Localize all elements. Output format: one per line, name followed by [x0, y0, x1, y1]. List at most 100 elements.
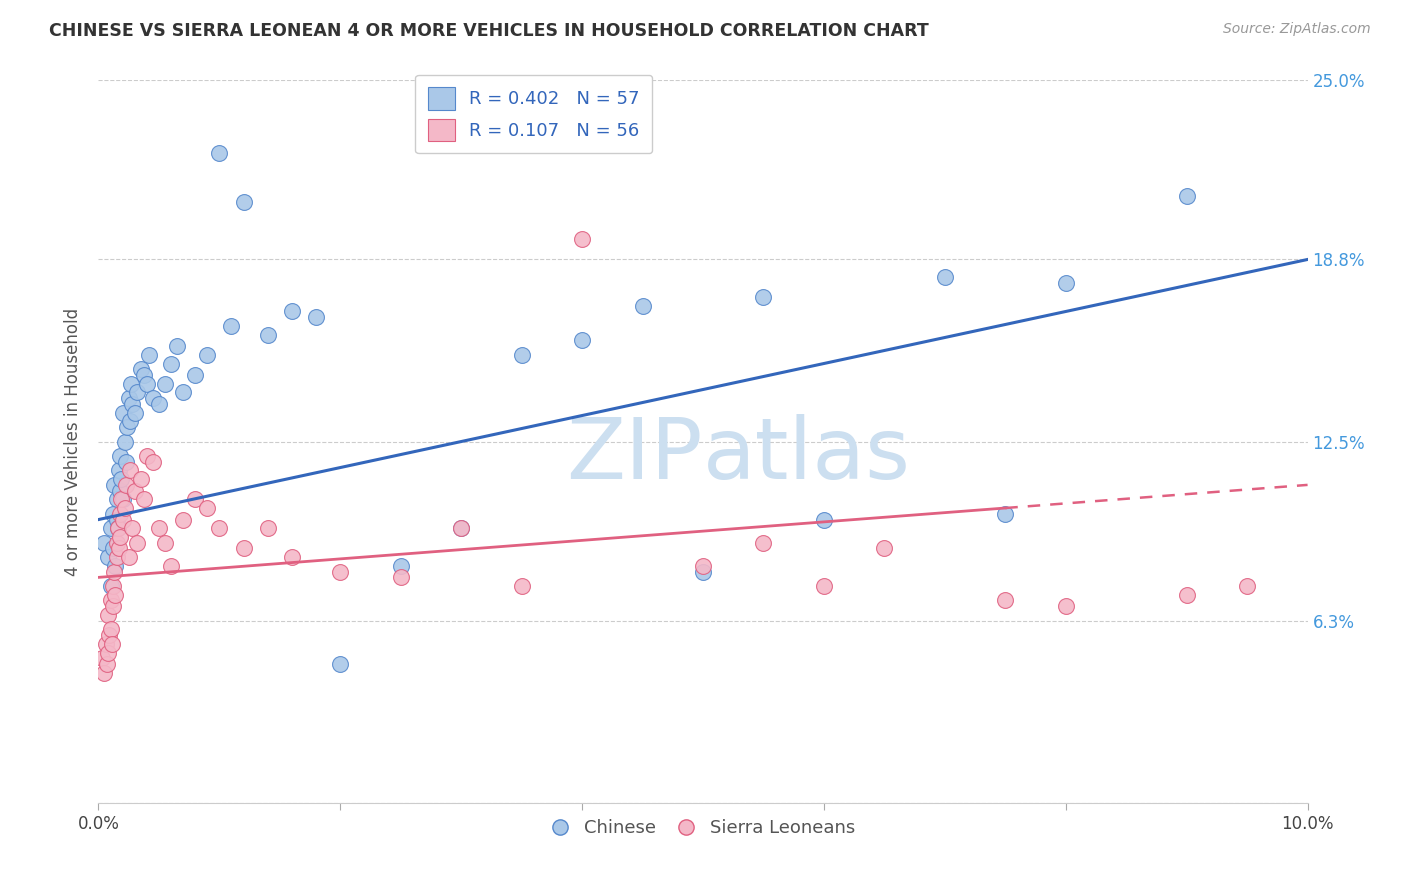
Point [108, 530, 131, 544]
Point [281, 304, 304, 318]
Point [97, 550, 120, 565]
Point [97, 607, 120, 622]
Point [98, 628, 121, 642]
Point [281, 550, 304, 565]
Point [389, 570, 412, 584]
Point [631, 299, 654, 313]
Point [127, 385, 149, 400]
Point [93, 535, 115, 549]
Point [104, 588, 127, 602]
Point [121, 521, 143, 535]
Text: Source: ZipAtlas.com: Source: ZipAtlas.com [1223, 22, 1371, 37]
Point [101, 579, 124, 593]
Point [103, 478, 125, 492]
Point [115, 478, 138, 492]
Point [692, 565, 714, 579]
Text: ZIP: ZIP [567, 415, 703, 498]
Point [100, 579, 122, 593]
Point [172, 385, 194, 400]
Point [108, 449, 131, 463]
Point [107, 521, 129, 535]
Point [153, 376, 176, 391]
Point [129, 362, 152, 376]
Point [221, 318, 243, 333]
Point [101, 599, 124, 614]
Point [1236, 579, 1258, 593]
Point [450, 521, 472, 535]
Point [256, 327, 278, 342]
Point [107, 521, 129, 535]
Point [994, 593, 1017, 607]
Point [100, 593, 122, 607]
Point [208, 145, 231, 160]
Point [813, 512, 835, 526]
Point [124, 483, 146, 498]
Point [172, 512, 194, 526]
Point [813, 579, 835, 593]
Point [135, 376, 157, 391]
Point [118, 391, 141, 405]
Point [110, 492, 132, 507]
Point [105, 550, 128, 565]
Point [111, 492, 134, 507]
Point [134, 492, 156, 507]
Point [108, 541, 131, 556]
Point [120, 376, 142, 391]
Point [114, 501, 136, 516]
Point [166, 339, 188, 353]
Point [105, 535, 128, 549]
Point [873, 541, 896, 556]
Point [111, 512, 134, 526]
Point [101, 507, 124, 521]
Point [232, 541, 254, 556]
Point [135, 449, 157, 463]
Point [96, 657, 118, 671]
Point [329, 565, 352, 579]
Point [115, 455, 138, 469]
Point [100, 521, 122, 535]
Point [1175, 189, 1198, 203]
Point [118, 463, 141, 477]
Point [100, 637, 122, 651]
Legend: Chinese, Sierra Leoneans: Chinese, Sierra Leoneans [544, 812, 862, 845]
Point [510, 348, 533, 362]
Text: CHINESE VS SIERRA LEONEAN 4 OR MORE VEHICLES IN HOUSEHOLD CORRELATION CHART: CHINESE VS SIERRA LEONEAN 4 OR MORE VEHI… [49, 22, 929, 40]
Point [148, 397, 170, 411]
Y-axis label: 4 or more Vehicles in Household: 4 or more Vehicles in Household [65, 308, 83, 575]
Point [934, 269, 956, 284]
Point [118, 414, 141, 428]
Point [108, 483, 131, 498]
Point [153, 535, 176, 549]
Point [148, 521, 170, 535]
Point [450, 521, 472, 535]
Point [994, 507, 1017, 521]
Point [571, 334, 593, 348]
Point [111, 406, 134, 420]
Point [101, 541, 124, 556]
Point [160, 558, 183, 573]
Point [256, 521, 278, 535]
Point [93, 665, 115, 680]
Point [184, 368, 207, 382]
Point [1054, 276, 1077, 290]
Point [118, 550, 141, 565]
Point [142, 391, 165, 405]
Point [94, 637, 117, 651]
Point [129, 472, 152, 486]
Point [571, 232, 593, 246]
Point [692, 558, 714, 573]
Point [160, 357, 183, 371]
Point [104, 558, 127, 573]
Point [1175, 588, 1198, 602]
Point [389, 558, 412, 573]
Point [127, 535, 149, 549]
Point [184, 492, 207, 507]
Point [97, 646, 120, 660]
Point [105, 512, 128, 526]
Point [103, 565, 125, 579]
Point [195, 501, 218, 516]
Point [105, 492, 128, 507]
Point [124, 406, 146, 420]
Point [510, 579, 533, 593]
Point [195, 348, 218, 362]
